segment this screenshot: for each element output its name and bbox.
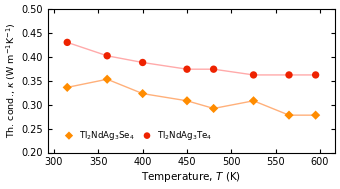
Tl$_2$NdAg$_3$Se$_4$ bbox=[251, 99, 256, 102]
Tl$_2$NdAg$_3$Se$_4$ bbox=[211, 107, 216, 110]
Legend: Tl$_2$NdAg$_3$Se$_4$, Tl$_2$NdAg$_3$Te$_4$: Tl$_2$NdAg$_3$Se$_4$, Tl$_2$NdAg$_3$Te$_… bbox=[58, 125, 216, 145]
Tl$_2$NdAg$_3$Te$_4$ bbox=[65, 41, 70, 44]
X-axis label: Temperature, $\mathit{T}$ (K): Temperature, $\mathit{T}$ (K) bbox=[141, 170, 241, 184]
Tl$_2$NdAg$_3$Te$_4$ bbox=[211, 68, 216, 71]
Tl$_2$NdAg$_3$Se$_4$ bbox=[140, 92, 146, 95]
Tl$_2$NdAg$_3$Te$_4$ bbox=[313, 73, 318, 76]
Tl$_2$NdAg$_3$Te$_4$ bbox=[140, 61, 146, 64]
Tl$_2$NdAg$_3$Se$_4$ bbox=[286, 114, 292, 117]
Tl$_2$NdAg$_3$Te$_4$ bbox=[251, 73, 256, 76]
Tl$_2$NdAg$_3$Se$_4$ bbox=[104, 78, 110, 81]
Tl$_2$NdAg$_3$Se$_4$ bbox=[184, 99, 190, 102]
Tl$_2$NdAg$_3$Te$_4$ bbox=[184, 68, 190, 71]
Tl$_2$NdAg$_3$Se$_4$ bbox=[65, 86, 70, 89]
Y-axis label: Th. cond., $\kappa$ (W m$^{-1}$K$^{-1}$): Th. cond., $\kappa$ (W m$^{-1}$K$^{-1}$) bbox=[5, 23, 18, 138]
Tl$_2$NdAg$_3$Se$_4$ bbox=[313, 114, 318, 117]
Tl$_2$NdAg$_3$Te$_4$ bbox=[104, 54, 110, 57]
Tl$_2$NdAg$_3$Te$_4$ bbox=[286, 73, 292, 76]
